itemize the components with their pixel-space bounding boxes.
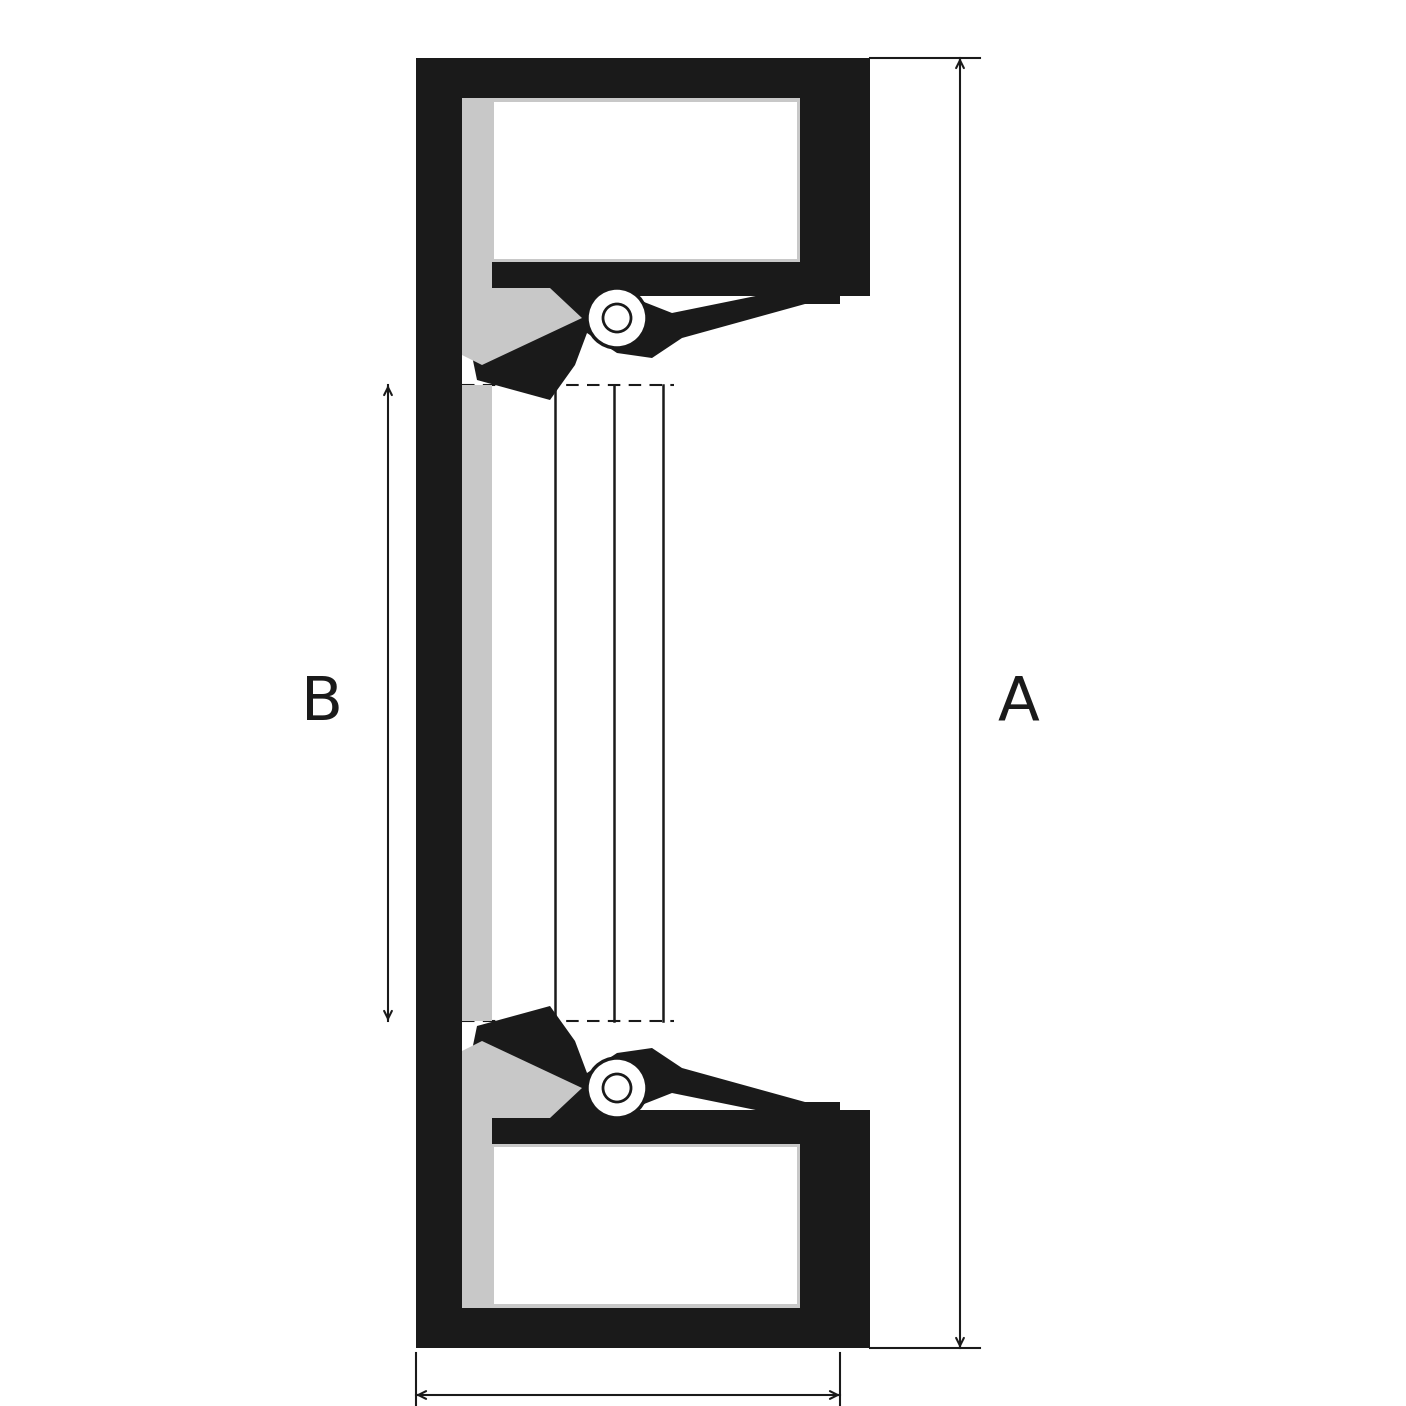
Text: A: A — [998, 673, 1040, 733]
Polygon shape — [839, 58, 870, 297]
Polygon shape — [465, 1147, 797, 1303]
Circle shape — [603, 1074, 631, 1102]
Polygon shape — [463, 1007, 839, 1119]
Polygon shape — [465, 103, 797, 259]
Polygon shape — [463, 287, 839, 399]
Polygon shape — [463, 100, 494, 260]
Polygon shape — [463, 262, 582, 366]
Polygon shape — [463, 1144, 800, 1308]
Polygon shape — [463, 1109, 839, 1144]
Polygon shape — [416, 58, 463, 385]
Polygon shape — [463, 1146, 494, 1306]
Polygon shape — [463, 98, 800, 262]
Polygon shape — [800, 297, 839, 1109]
Circle shape — [603, 304, 631, 332]
Polygon shape — [800, 1109, 839, 1308]
Polygon shape — [800, 98, 839, 297]
Polygon shape — [416, 385, 463, 1021]
Text: B: B — [301, 673, 343, 733]
Polygon shape — [416, 1021, 463, 1348]
Polygon shape — [463, 262, 839, 297]
Polygon shape — [416, 58, 870, 98]
Polygon shape — [463, 385, 492, 1021]
Circle shape — [586, 1057, 647, 1118]
Polygon shape — [839, 1109, 870, 1348]
Polygon shape — [463, 1040, 582, 1144]
Polygon shape — [416, 1308, 870, 1348]
Polygon shape — [492, 385, 839, 1021]
Circle shape — [586, 288, 647, 349]
